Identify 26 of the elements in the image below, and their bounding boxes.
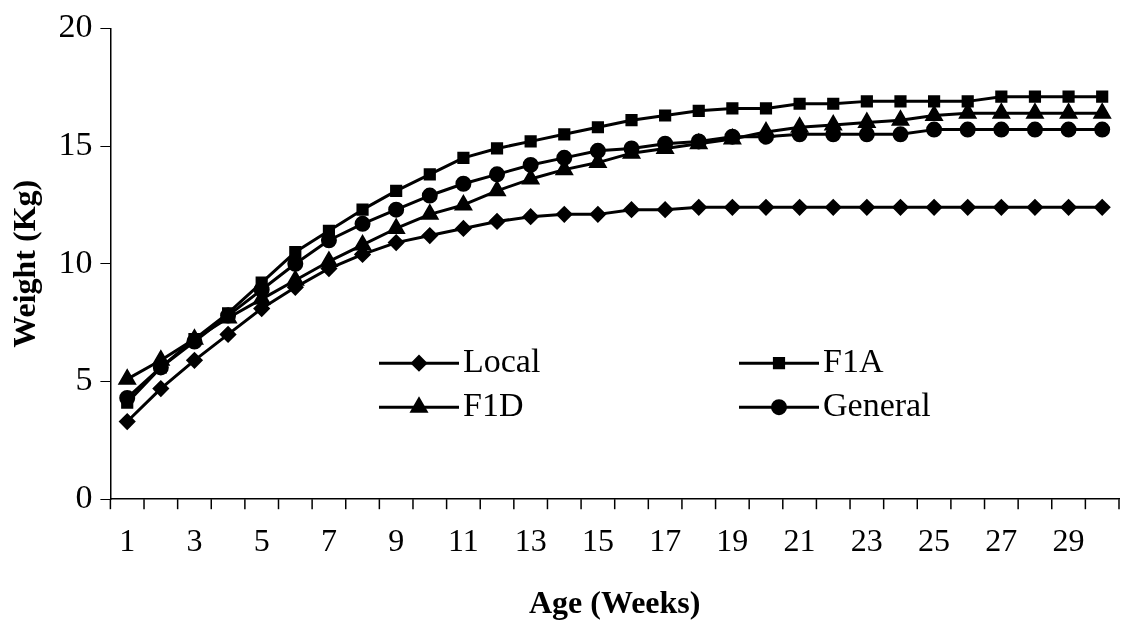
x-tick-label: 23 <box>850 521 883 558</box>
x-tick-label: 25 <box>918 521 951 558</box>
legend-label: General <box>823 386 931 424</box>
y-axis-title: Weight (Kg) <box>6 179 43 348</box>
x-tick-label: 3 <box>186 521 203 558</box>
x-axis-title: Age (Weeks) <box>528 584 701 621</box>
x-tick-label: 19 <box>716 521 749 558</box>
x-tick-label: 7 <box>320 521 337 558</box>
x-tick-label: 27 <box>985 521 1018 558</box>
y-tick-label: 20 <box>58 7 93 45</box>
x-tick-label: 21 <box>783 521 816 558</box>
x-tick-label: 1 <box>119 521 136 558</box>
y-tick-label: 10 <box>58 242 93 280</box>
x-tick-label: 5 <box>253 521 270 558</box>
x-tick-label: 9 <box>388 521 405 558</box>
legend-label: Local <box>463 342 541 380</box>
x-tick-label: 15 <box>581 521 614 558</box>
legend-label: F1D <box>463 386 524 424</box>
x-tick-label: 29 <box>1052 521 1085 558</box>
legend-label: F1A <box>823 342 884 380</box>
x-tick-label: 17 <box>649 521 682 558</box>
y-tick-label: 0 <box>75 478 93 516</box>
y-tick-label: 15 <box>58 125 93 163</box>
x-tick-label: 11 <box>448 521 479 558</box>
y-tick-label: 5 <box>75 360 93 398</box>
x-tick-label: 13 <box>514 521 547 558</box>
